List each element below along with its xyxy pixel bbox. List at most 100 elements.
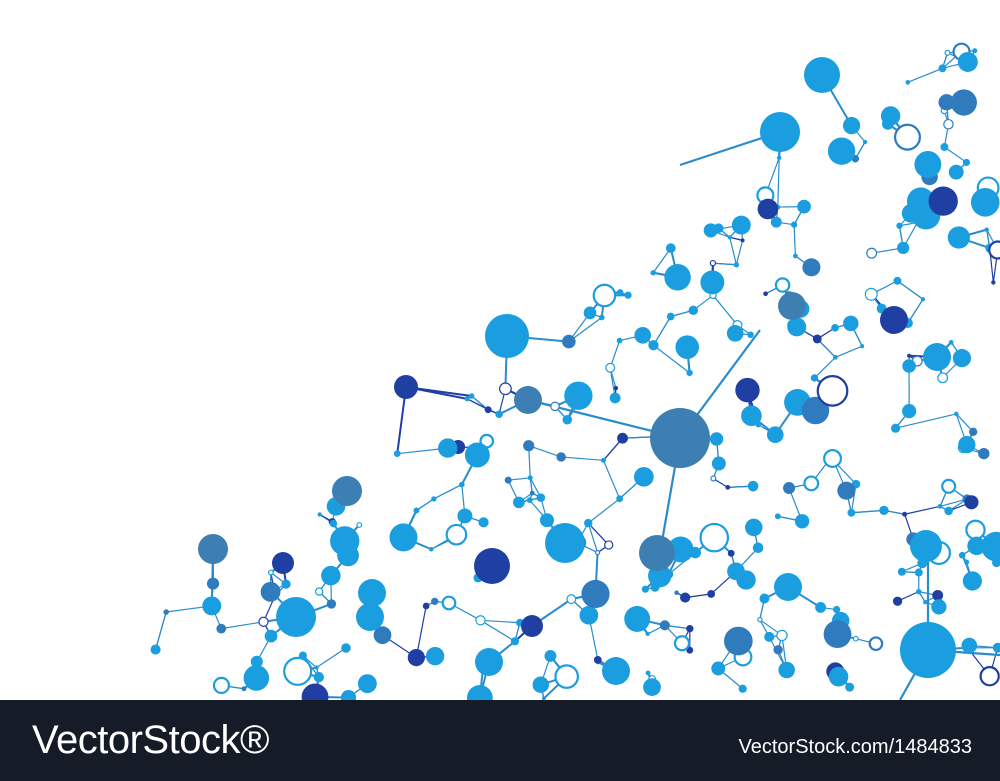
- atom-node: [617, 432, 628, 444]
- atom-node: [314, 587, 324, 596]
- atom-node: [584, 518, 593, 528]
- atom-node: [198, 534, 228, 564]
- bond-line: [480, 619, 520, 624]
- atom-node: [794, 514, 810, 529]
- atom-node: [957, 51, 978, 72]
- atom-node: [393, 450, 401, 458]
- atom-node: [314, 665, 319, 670]
- atom-node: [485, 314, 529, 358]
- bond-line: [471, 395, 489, 411]
- atom-node: [650, 270, 656, 276]
- atom-node: [907, 353, 912, 358]
- bond-line: [561, 456, 604, 461]
- atom-node: [604, 540, 614, 550]
- atom-node: [431, 496, 437, 502]
- atom-node: [923, 343, 951, 371]
- atom-node: [988, 240, 1000, 260]
- atom-node: [428, 546, 434, 552]
- atom-node: [579, 605, 599, 625]
- atom-node: [212, 676, 231, 695]
- atom-node: [659, 620, 670, 631]
- atom-node: [915, 588, 922, 595]
- atom-node: [981, 531, 1000, 562]
- atom-node: [760, 112, 800, 152]
- atom-node: [801, 396, 830, 425]
- atom-node: [686, 369, 693, 377]
- atom-node: [264, 629, 278, 643]
- atom-node: [616, 289, 624, 296]
- atom-node: [539, 513, 554, 528]
- atom-node: [815, 602, 827, 613]
- atom-node: [724, 626, 753, 656]
- atom-node: [357, 674, 377, 694]
- bond-line: [907, 67, 943, 83]
- atom-node: [605, 362, 616, 373]
- atom-node: [952, 349, 972, 368]
- atom-node: [961, 637, 978, 654]
- bond-line: [895, 413, 957, 429]
- atom-node: [770, 216, 782, 228]
- atom-node: [624, 291, 632, 299]
- atom-node: [776, 629, 788, 642]
- bond-line: [712, 262, 737, 266]
- atom-node: [545, 523, 585, 563]
- atom-node: [752, 542, 764, 554]
- atom-node: [711, 661, 726, 676]
- atom-node: [550, 401, 560, 412]
- atom-node: [896, 222, 903, 229]
- atom-node: [774, 513, 781, 520]
- atom-node: [593, 656, 602, 664]
- atom-node: [389, 523, 418, 552]
- atom-node: [541, 696, 546, 700]
- atom-node: [823, 449, 842, 468]
- atom-node: [733, 262, 740, 268]
- atom-node: [905, 80, 911, 85]
- atom-node: [643, 678, 661, 696]
- atom-node: [639, 535, 675, 571]
- bond-line: [433, 483, 463, 500]
- atom-node: [600, 457, 606, 463]
- atom-node: [474, 548, 510, 584]
- atom-node: [609, 392, 621, 404]
- atom-node: [202, 596, 222, 616]
- atom-node: [650, 408, 710, 468]
- atom-node: [902, 404, 917, 419]
- atom-node: [804, 57, 840, 93]
- atom-node: [726, 324, 744, 342]
- atom-node: [425, 646, 445, 666]
- atom-node: [613, 385, 619, 391]
- atom-node: [969, 427, 978, 436]
- atom-node: [937, 372, 949, 384]
- atom-node: [892, 596, 903, 606]
- atom-node: [992, 642, 1000, 653]
- atom-node: [527, 475, 533, 481]
- atom-node: [329, 519, 338, 528]
- atom-node: [944, 49, 951, 56]
- atom-node: [475, 615, 486, 626]
- atom-node: [267, 569, 274, 576]
- bond-line: [529, 477, 533, 494]
- bond-line: [904, 505, 941, 515]
- atom-node: [445, 523, 468, 546]
- atom-node: [709, 432, 724, 446]
- atom-node: [852, 635, 859, 642]
- bond-line: [814, 356, 836, 379]
- atom-node: [823, 620, 852, 649]
- atom-node: [837, 481, 856, 500]
- atom-node: [947, 226, 970, 249]
- atom-node: [583, 306, 597, 320]
- watermark-footer-bar: VectorStock® VectorStock.com/1484833: [0, 700, 1000, 781]
- atom-node: [340, 690, 357, 700]
- atom-node: [757, 198, 779, 220]
- atom-node: [735, 377, 760, 403]
- atom-node: [633, 466, 654, 487]
- atom-node: [216, 623, 227, 634]
- bond-line: [587, 522, 610, 546]
- atom-node: [774, 573, 802, 601]
- atom-node: [902, 359, 916, 373]
- atom-node: [778, 661, 795, 679]
- atom-node: [457, 508, 473, 524]
- atom-node: [464, 396, 470, 402]
- bond-line: [316, 647, 347, 669]
